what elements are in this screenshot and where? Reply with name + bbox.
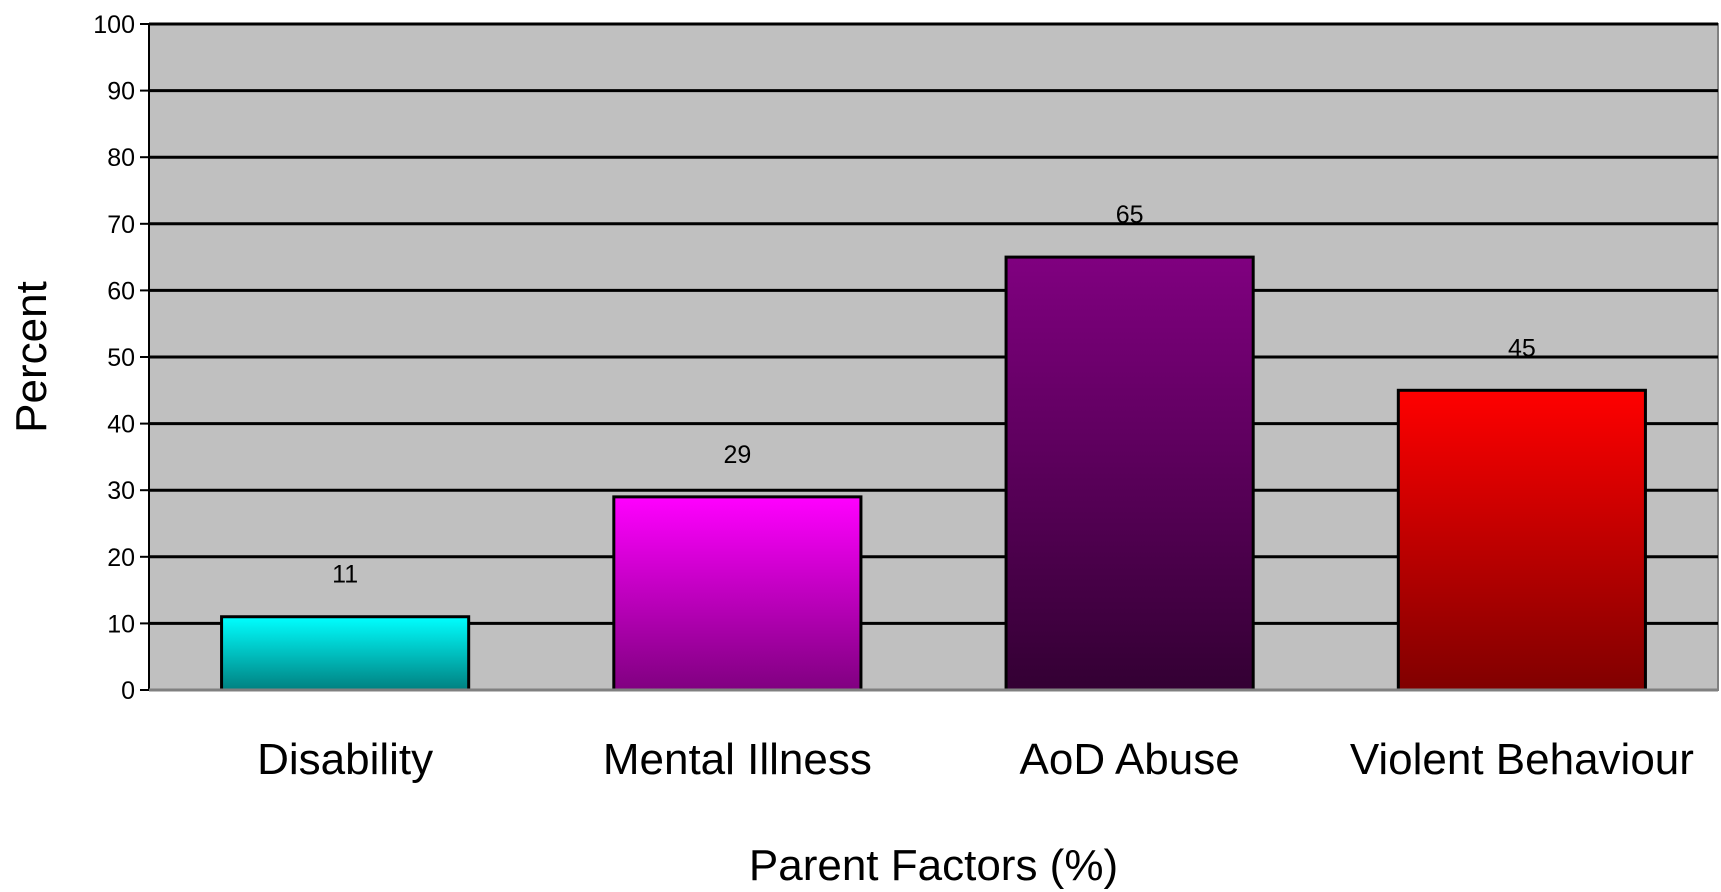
y-tick-label: 0 xyxy=(121,677,135,705)
y-axis-title: Percent xyxy=(7,281,56,433)
x-axis-title: Parent Factors (%) xyxy=(749,841,1118,890)
data-label: 65 xyxy=(1116,201,1144,229)
y-tick-label: 20 xyxy=(107,544,135,572)
data-label: 45 xyxy=(1508,334,1536,362)
y-tick-label: 60 xyxy=(107,277,135,305)
y-tick-label: 30 xyxy=(107,477,135,505)
x-tick-label: AoD Abuse xyxy=(1020,735,1240,784)
x-tick-label: Violent Behaviour xyxy=(1350,735,1694,784)
bar xyxy=(1004,255,1255,692)
bar xyxy=(612,495,863,692)
bar xyxy=(220,615,471,692)
y-tick-label: 90 xyxy=(107,78,135,106)
data-labels: 11 29 65 45 xyxy=(332,201,1536,589)
y-tick-label: 10 xyxy=(107,610,135,638)
x-axis-labels: Disability Mental Illness AoD Abuse Violent… xyxy=(257,735,1694,784)
y-tick-label: 100 xyxy=(93,11,135,39)
data-label: 11 xyxy=(332,561,358,589)
y-tick-label: 70 xyxy=(107,211,135,239)
y-tick-label: 40 xyxy=(107,411,135,439)
data-label: 29 xyxy=(723,441,751,469)
bar xyxy=(1396,388,1647,692)
y-axis-ticks: 0 10 20 30 40 50 60 70 80 90 100 xyxy=(93,11,149,705)
x-tick-label: Mental Illness xyxy=(603,735,872,784)
x-tick-label: Disability xyxy=(257,735,433,784)
y-tick-label: 50 xyxy=(107,344,135,372)
y-tick-label: 80 xyxy=(107,144,135,172)
